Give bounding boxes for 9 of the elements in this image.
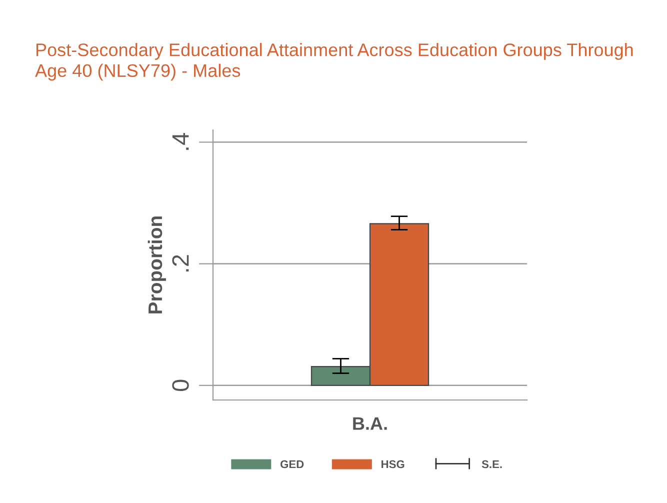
y-tick-label: .4 <box>172 133 189 150</box>
y-tick-label: 0 <box>172 380 189 392</box>
chart-title: Post-Secondary Educational Attainment Across Education Groups Through Age 40 (NLSY79) - Males <box>35 43 633 81</box>
y-tick-label: .2 <box>172 255 189 272</box>
text: S.E. <box>482 460 502 468</box>
y-axis-title: Proportion <box>148 216 166 314</box>
x-tick-label: B.A. <box>353 417 387 430</box>
legend-label: HSG <box>382 460 404 468</box>
legend-label: GED <box>280 460 304 468</box>
